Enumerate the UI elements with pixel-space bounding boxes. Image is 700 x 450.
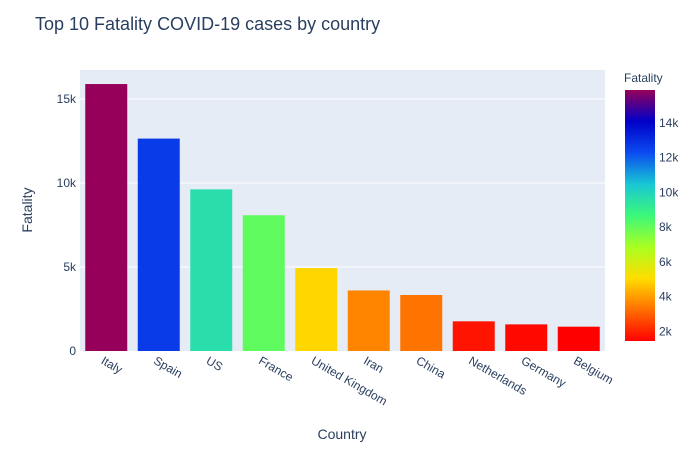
colorbar-tick-label: 10k: [659, 185, 679, 199]
x-tick-label: China: [414, 353, 448, 381]
bar-germany[interactable]: [505, 324, 548, 351]
y-tick-label: 15k: [57, 92, 77, 106]
bar-belgium[interactable]: [557, 326, 600, 351]
x-tick-label: France: [256, 353, 296, 384]
colorbar: [625, 90, 655, 341]
x-tick-label: Spain: [151, 353, 185, 380]
colorbar-ticks: 2k 4k 6k 8k 10k 12k 14k: [659, 116, 679, 339]
bar-spain[interactable]: [137, 138, 180, 351]
y-axis-title: Fatality: [19, 187, 35, 232]
bar-iran[interactable]: [347, 290, 390, 351]
colorbar-tick-label: 14k: [659, 116, 679, 130]
y-tick-label: 5k: [63, 260, 77, 274]
y-axis-ticks: 0 5k 10k 15k: [57, 92, 77, 358]
bar-united-kingdom[interactable]: [295, 268, 338, 351]
colorbar-tick-label: 8k: [659, 220, 673, 234]
y-tick-label: 0: [69, 344, 76, 358]
chart-title: Top 10 Fatality COVID-19 cases by countr…: [35, 14, 380, 34]
bar-italy[interactable]: [85, 84, 128, 351]
y-tick-label: 10k: [57, 176, 77, 190]
x-tick-label: Belgium: [571, 353, 616, 387]
bar-us[interactable]: [190, 189, 233, 351]
x-tick-label: US: [204, 353, 225, 373]
colorbar-tick-label: 4k: [659, 290, 673, 304]
colorbar-tick-label: 2k: [659, 324, 673, 338]
bar-china[interactable]: [400, 294, 443, 351]
colorbar-title: Fatality: [624, 71, 663, 85]
x-tick-label: Netherlands: [466, 353, 529, 397]
x-tick-label: Iran: [361, 353, 386, 375]
x-tick-label: Italy: [99, 353, 125, 376]
bar-netherlands[interactable]: [452, 321, 495, 351]
colorbar-tick-label: 12k: [659, 151, 679, 165]
x-axis-title: Country: [317, 426, 366, 442]
colorbar-tick-label: 6k: [659, 255, 673, 269]
bars: [85, 84, 600, 351]
bar-france[interactable]: [242, 215, 285, 351]
